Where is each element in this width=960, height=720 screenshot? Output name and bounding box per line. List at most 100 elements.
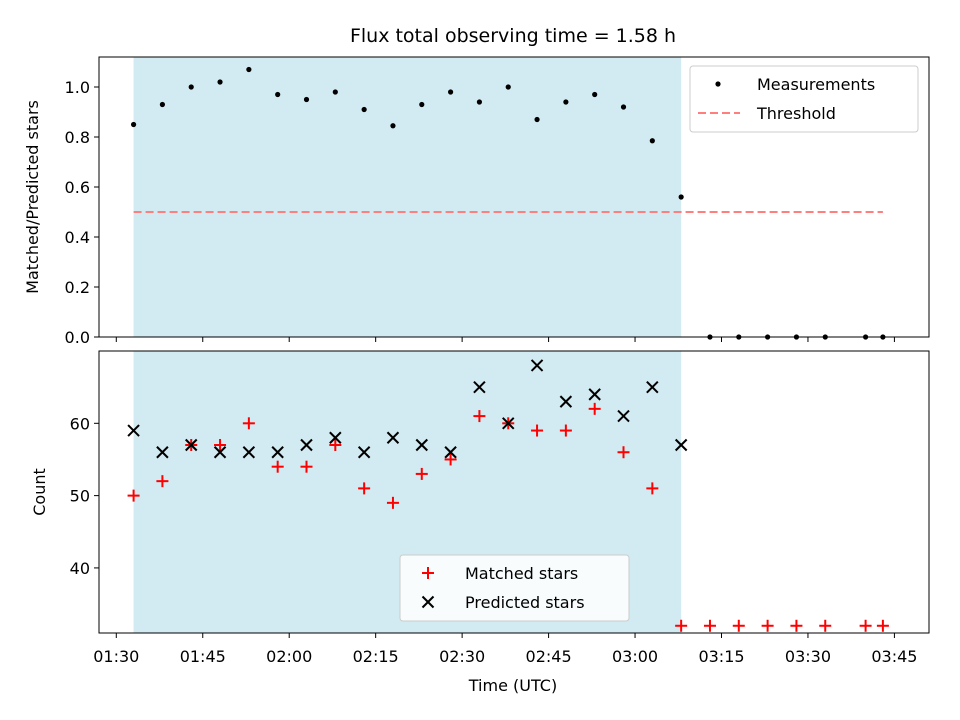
matched-stars-point <box>300 460 313 473</box>
top-y-tick-label: 0.8 <box>65 128 90 147</box>
predicted-stars-point <box>386 431 400 444</box>
measurements-point <box>505 84 511 90</box>
legend-measurements-marker <box>715 81 721 87</box>
predicted-stars-point <box>213 446 227 459</box>
predicted-stars-point-stroke <box>444 446 457 459</box>
predicted-stars-point-stroke <box>300 438 313 452</box>
predicted-stars-point <box>617 409 630 423</box>
top-y-tick-label: 0.2 <box>65 278 90 297</box>
predicted-stars-point-stroke <box>559 395 573 408</box>
x-tick-label: 02:30 <box>439 647 485 666</box>
measurements-point <box>678 194 684 200</box>
predicted-stars-point-stroke <box>386 431 400 444</box>
predicted-stars-point <box>530 359 544 372</box>
matched-stars-point <box>559 424 572 437</box>
top-legend-box <box>689 65 919 133</box>
measurements-point <box>303 96 310 103</box>
matched-stars-point <box>646 482 659 495</box>
measurements-point <box>563 99 569 105</box>
matched-stars-point <box>732 619 745 632</box>
top-axes-frame <box>98 56 930 338</box>
predicted-stars-point-stroke <box>357 446 371 459</box>
predicted-stars-point <box>444 446 457 459</box>
predicted-stars-point <box>415 438 428 452</box>
matched-stars-point <box>761 619 774 632</box>
top-observing-span <box>133 57 682 337</box>
predicted-stars-point <box>588 388 601 401</box>
predicted-stars-point-stroke <box>156 446 169 459</box>
x-tick-label: 02:00 <box>266 647 312 666</box>
measurements-point <box>390 123 396 129</box>
predicted-stars-point-stroke <box>646 380 659 394</box>
x-tick-label: 01:45 <box>180 647 226 666</box>
predicted-stars-point <box>357 446 371 459</box>
matched-stars-point <box>819 619 832 632</box>
matched-stars-point <box>790 619 803 632</box>
predicted-stars-point-stroke <box>213 446 227 459</box>
bottom-panel: 40 50 60 01:30 01:45 02:00 02:15 02:30 02:45 03:0… <box>70 350 930 666</box>
measurements-point <box>332 89 338 95</box>
x-tick-label: 03:15 <box>698 647 744 666</box>
predicted-stars-point <box>674 438 688 452</box>
top-y-tick-label: 0.4 <box>65 228 90 247</box>
matched-stars-point <box>358 482 371 495</box>
predicted-stars-point <box>185 438 198 452</box>
matched-stars-point <box>127 489 140 502</box>
predicted-stars-point <box>473 380 486 394</box>
x-tick-label: 03:45 <box>871 647 917 666</box>
bottom-y-tick-label: 60 <box>70 414 90 433</box>
matched-stars-point <box>859 619 872 632</box>
predicted-stars-point <box>271 446 284 459</box>
legend-matched-label: Matched stars <box>465 564 578 583</box>
matched-stars-point <box>329 439 342 451</box>
matched-stars-point <box>242 417 255 430</box>
measurements-point <box>246 66 252 73</box>
top-y-tick-label: 0.0 <box>65 328 90 347</box>
top-y-tick-label: 1.0 <box>65 78 90 97</box>
matched-stars-point <box>444 453 457 466</box>
measurements-point <box>130 121 137 128</box>
top-y-axis-label: Matched/Predicted stars <box>23 100 42 294</box>
measurements-point <box>620 104 627 110</box>
x-tick-label: 01:30 <box>93 647 139 666</box>
matched-stars-point <box>214 439 227 451</box>
legend-predicted-marker-stroke <box>421 595 435 609</box>
predicted-stars-point-stroke <box>588 388 601 401</box>
x-tick-label: 03:00 <box>612 647 658 666</box>
measurements-point <box>188 84 194 90</box>
legend-predicted-label: Predicted stars <box>465 593 585 612</box>
bottom-y-tick-label: 50 <box>70 487 90 506</box>
top-legend: Measurements Threshold <box>689 65 919 133</box>
predicted-stars-point <box>646 380 659 394</box>
predicted-stars-point-stroke <box>674 438 688 452</box>
measurements-point <box>447 89 454 95</box>
legend-measurements-label: Measurements <box>757 75 875 94</box>
predicted-stars-point-stroke <box>473 380 486 394</box>
measurements-point <box>592 91 598 98</box>
legend-threshold-label: Threshold <box>756 104 836 123</box>
predicted-stars-point-stroke <box>415 438 428 452</box>
measurements-point <box>534 116 540 123</box>
predicted-stars-point-stroke <box>502 417 515 430</box>
predicted-stars-point <box>300 438 313 452</box>
measurements-point <box>649 138 655 144</box>
matched-stars-point <box>675 619 688 632</box>
predicted-stars-point <box>156 446 169 459</box>
matched-stars-point <box>386 496 399 509</box>
predicted-stars-point-stroke <box>329 431 342 444</box>
measurements-point <box>476 99 483 105</box>
predicted-stars-point <box>502 417 515 430</box>
legend-predicted-marker <box>421 595 435 609</box>
predicted-stars-point-stroke <box>127 424 140 437</box>
matched-stars-point <box>473 410 486 423</box>
measurements-point <box>419 101 425 108</box>
matched-stars-point <box>271 460 284 473</box>
bottom-y-axis-label: Count <box>30 468 49 516</box>
predicted-stars-point-stroke <box>530 359 544 372</box>
matched-stars-point <box>156 475 169 488</box>
matched-stars-point <box>531 424 544 437</box>
predicted-stars-point-stroke <box>185 438 198 452</box>
x-axis-label: Time (UTC) <box>468 676 557 695</box>
matched-stars-point <box>703 619 716 632</box>
predicted-stars-point-stroke <box>271 446 284 459</box>
